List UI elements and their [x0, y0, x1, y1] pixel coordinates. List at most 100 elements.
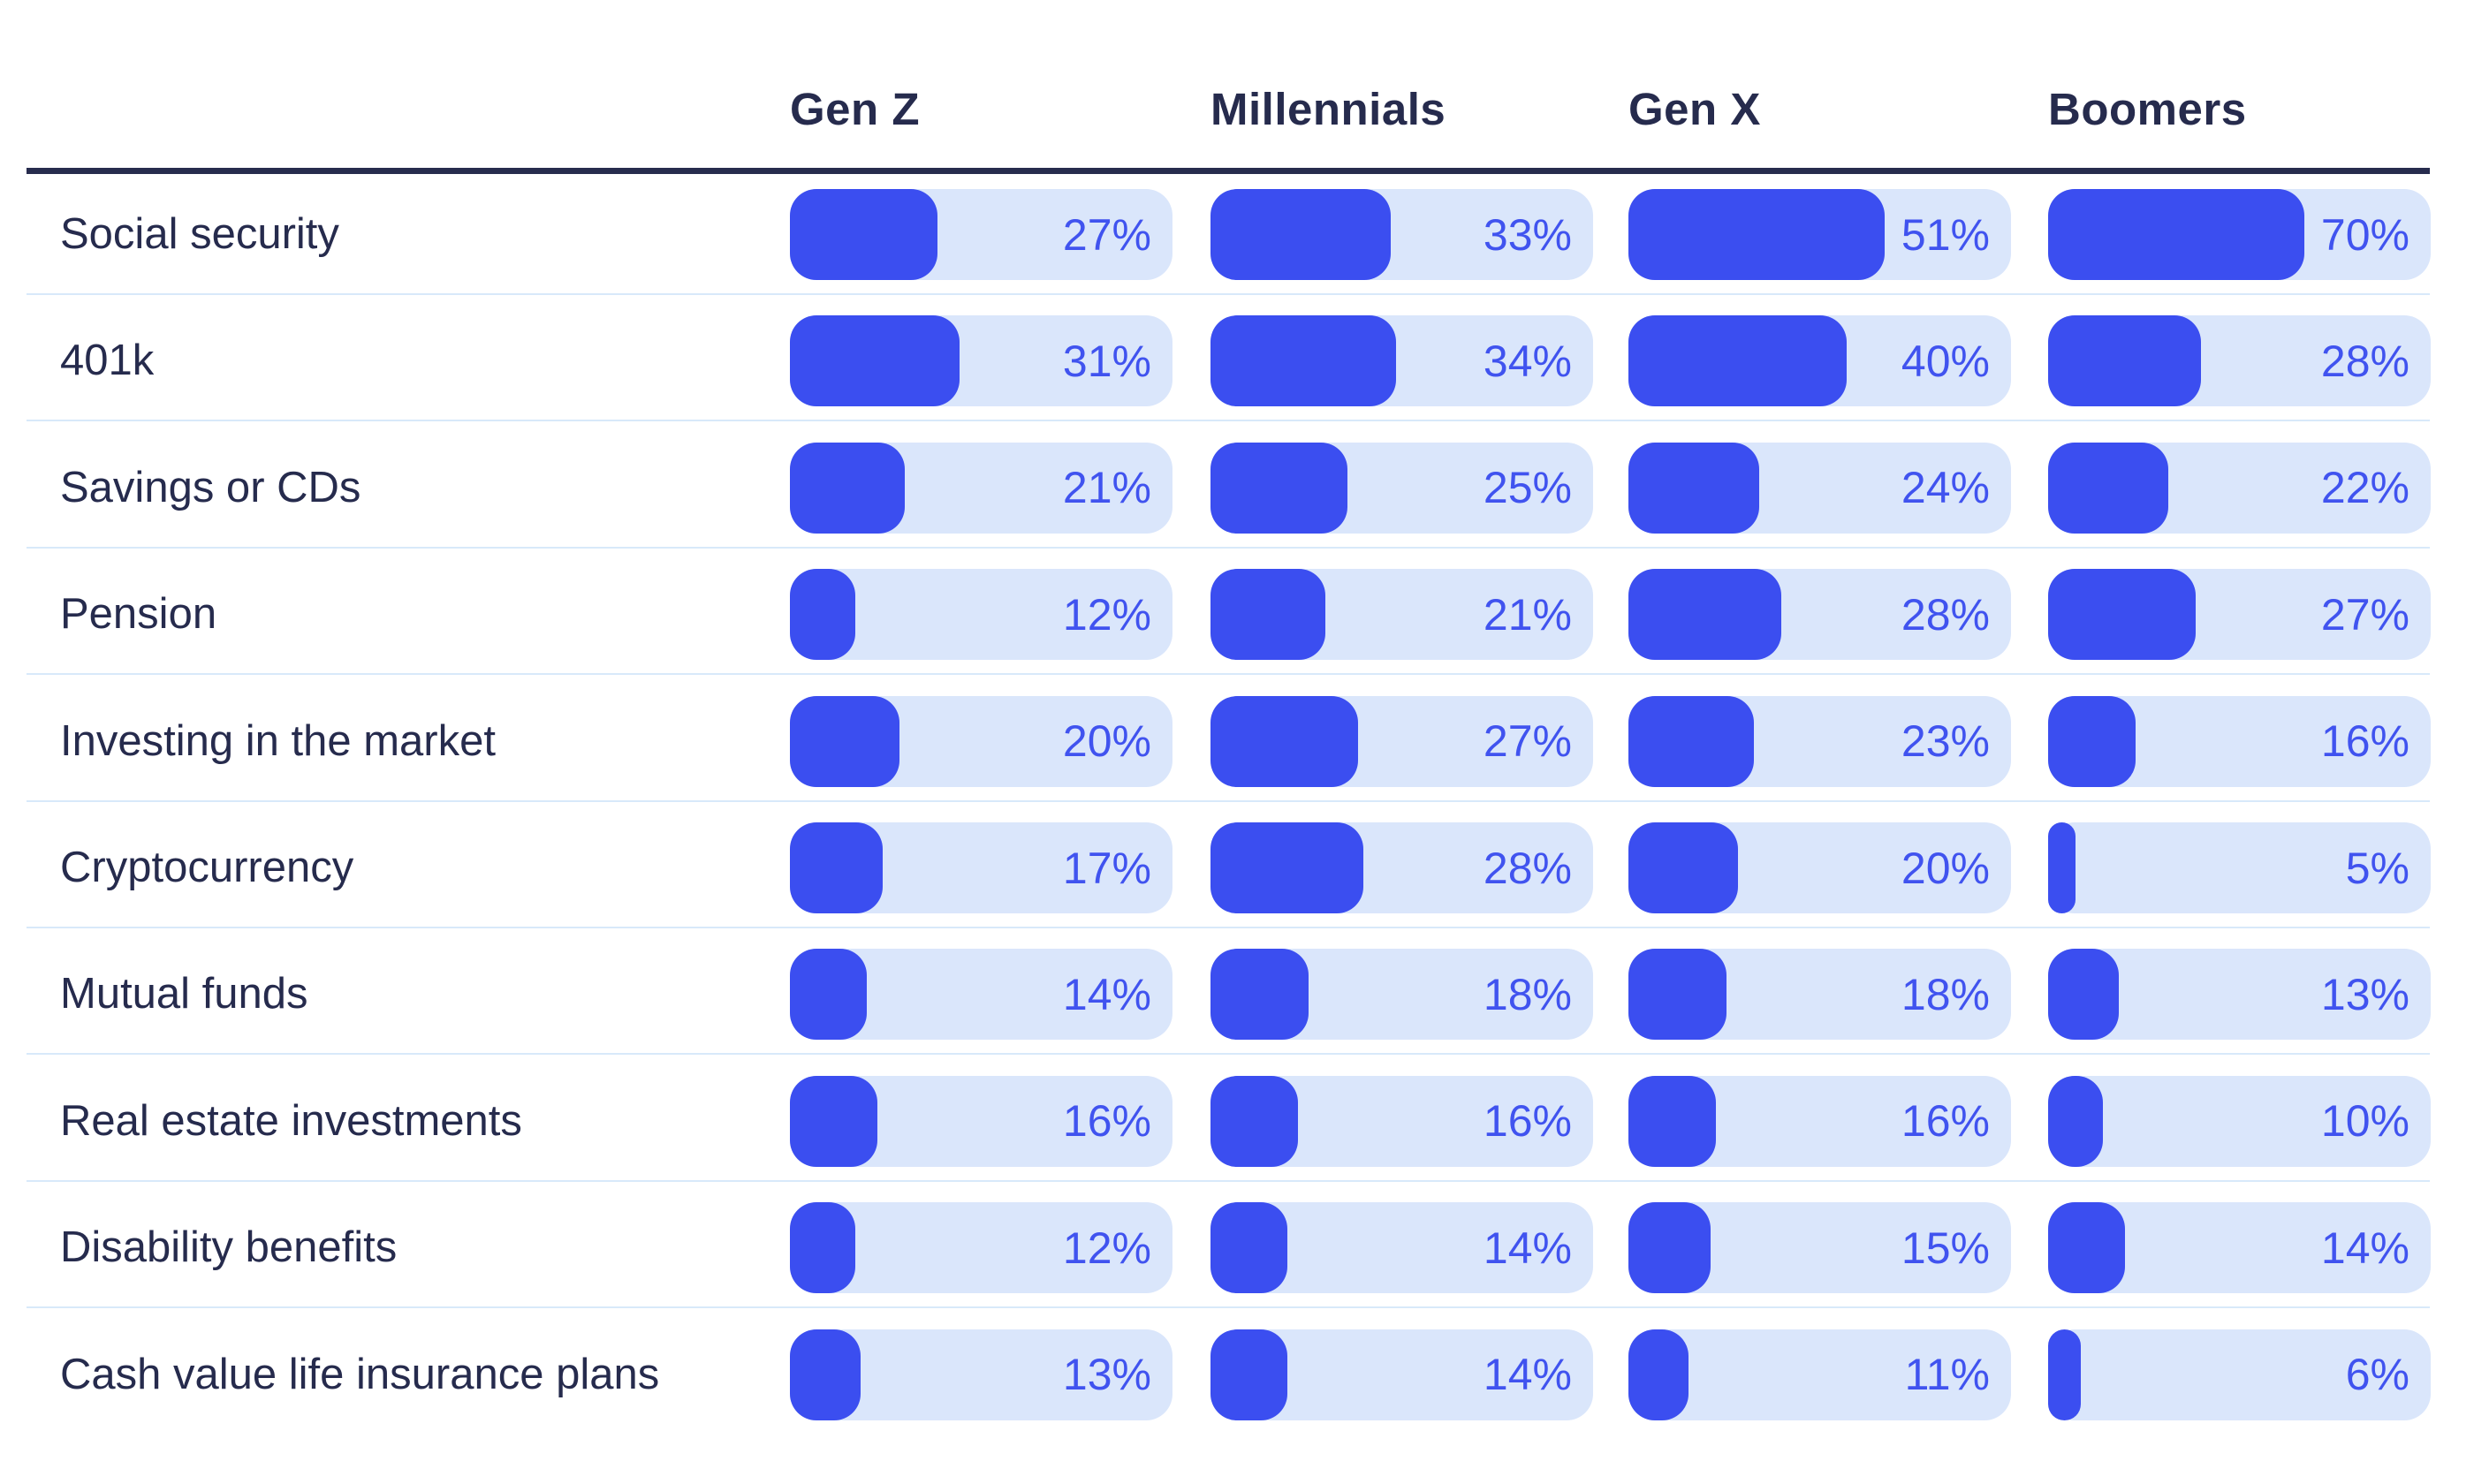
row-divider [27, 927, 2430, 928]
bar-track-gen-x: 40% [1628, 315, 2011, 407]
bar-value: 14% [2320, 1223, 2409, 1273]
table-row-cryptocurrency: Cryptocurrency 17% 28% 20% 5% [0, 807, 2474, 935]
bar-fill [790, 1329, 861, 1420]
bar-value: 25% [1483, 463, 1572, 513]
bar-track-gen-x: 20% [1628, 822, 2011, 913]
bar-value: 14% [1062, 969, 1151, 1019]
column-header-gen-x: Gen X [1628, 84, 1761, 134]
bar-track-gen-x: 16% [1628, 1075, 2011, 1167]
bar-value: 22% [2320, 463, 2409, 513]
row-label: Real estate investments [60, 1096, 522, 1145]
bar-value: 16% [1901, 1096, 1990, 1147]
bar-value: 40% [1901, 336, 1990, 386]
bar-fill [1628, 1075, 1716, 1167]
bar-fill [1210, 695, 1358, 787]
bar-track-boomers: 13% [2048, 949, 2431, 1041]
bar-value: 70% [2320, 209, 2409, 260]
bar-track-boomers: 16% [2048, 695, 2431, 787]
bar-value: 33% [1483, 209, 1572, 260]
row-divider [27, 673, 2430, 676]
bar-track-gen-x: 15% [1628, 1202, 2011, 1294]
bar-fill [1210, 1202, 1287, 1294]
bar-track-gen-z: 20% [790, 695, 1172, 787]
table-row-mutual-funds: Mutual funds 14% 18% 18% 13% [0, 934, 2474, 1061]
bar-fill [790, 315, 960, 407]
bar-value: 13% [2320, 969, 2409, 1019]
table-row-cash-value-life-insurance-plans: Cash value life insurance plans 13% 14% 11%… [0, 1314, 2474, 1442]
bar-track-gen-z: 17% [790, 822, 1172, 913]
bar-track-boomers: 14% [2048, 1202, 2431, 1294]
row-divider [27, 293, 2430, 295]
bar-track-millennials: 16% [1210, 1075, 1593, 1167]
bar-fill [1210, 1329, 1287, 1420]
header-rule-line [27, 168, 2430, 174]
row-label: Savings or CDs [60, 463, 361, 511]
bar-value: 51% [1901, 209, 1990, 260]
bar-value: 16% [1483, 1096, 1572, 1147]
bar-fill [1628, 442, 1760, 534]
row-label: Cash value life insurance plans [60, 1350, 660, 1398]
bar-value: 20% [1901, 843, 1990, 893]
column-header-millennials: Millennials [1210, 84, 1446, 134]
bar-value: 11% [1904, 1350, 1990, 1400]
row-divider [27, 1306, 2430, 1309]
bar-track-gen-x: 11% [1628, 1329, 2011, 1420]
row-divider [27, 1053, 2430, 1056]
row-label: 401k [60, 337, 155, 385]
bar-track-millennials: 33% [1210, 189, 1593, 280]
bar-track-gen-z: 21% [790, 442, 1172, 534]
bar-track-millennials: 14% [1210, 1202, 1593, 1294]
bar-track-millennials: 25% [1210, 442, 1593, 534]
bar-value: 18% [1901, 969, 1990, 1019]
bar-value: 6% [2345, 1350, 2409, 1400]
bar-track-boomers: 22% [2048, 442, 2431, 534]
bar-value: 10% [2320, 1096, 2409, 1147]
bar-value: 20% [1062, 716, 1151, 767]
bar-track-millennials: 14% [1210, 1329, 1593, 1420]
bar-fill [790, 695, 899, 787]
bar-track-boomers: 10% [2048, 1075, 2431, 1167]
row-label: Cryptocurrency [60, 844, 354, 891]
bar-track-millennials: 18% [1210, 949, 1593, 1041]
row-label: Investing in the market [60, 716, 496, 765]
bar-value: 24% [1901, 463, 1990, 513]
bar-fill [2048, 1202, 2125, 1294]
bar-track-gen-z: 31% [790, 315, 1172, 407]
bar-value: 12% [1062, 589, 1151, 640]
bar-value: 27% [2320, 589, 2409, 640]
row-divider [27, 420, 2430, 422]
row-label: Disability benefits [60, 1223, 398, 1272]
bar-fill [2048, 695, 2136, 787]
bar-fill [1210, 315, 1397, 407]
bar-track-boomers: 28% [2048, 315, 2431, 407]
bar-fill [1628, 695, 1755, 787]
table-row-real-estate-investments: Real estate investments 16% 16% 16% 10% [0, 1061, 2474, 1188]
bar-fill [1210, 442, 1347, 534]
bar-fill [2048, 822, 2076, 913]
bar-value: 31% [1062, 336, 1151, 386]
row-divider [27, 1179, 2430, 1182]
bar-track-gen-z: 13% [790, 1329, 1172, 1420]
bar-fill [790, 442, 905, 534]
bar-value: 23% [1901, 716, 1990, 767]
bar-track-gen-x: 51% [1628, 189, 2011, 280]
bar-fill [1210, 949, 1309, 1041]
bar-track-millennials: 21% [1210, 569, 1593, 661]
bar-fill [1210, 189, 1392, 280]
bar-value: 34% [1483, 336, 1572, 386]
bar-fill [790, 1202, 856, 1294]
column-header-gen-z: Gen Z [790, 84, 921, 134]
bar-fill [2048, 1329, 2082, 1420]
bar-value: 14% [1483, 1350, 1572, 1400]
table-row-pension: Pension 12% 21% 28% 27% [0, 554, 2474, 681]
bar-value: 18% [1483, 969, 1572, 1019]
bar-track-millennials: 28% [1210, 822, 1593, 913]
bar-track-gen-z: 12% [790, 1202, 1172, 1294]
bar-fill [1628, 1329, 1689, 1420]
bar-track-gen-x: 18% [1628, 949, 2011, 1041]
bar-fill [2048, 189, 2305, 280]
bar-value: 28% [1901, 589, 1990, 640]
table-row-investing-in-the-market: Investing in the market 20% 27% 23% 16% [0, 681, 2474, 808]
bar-fill [790, 1075, 877, 1167]
